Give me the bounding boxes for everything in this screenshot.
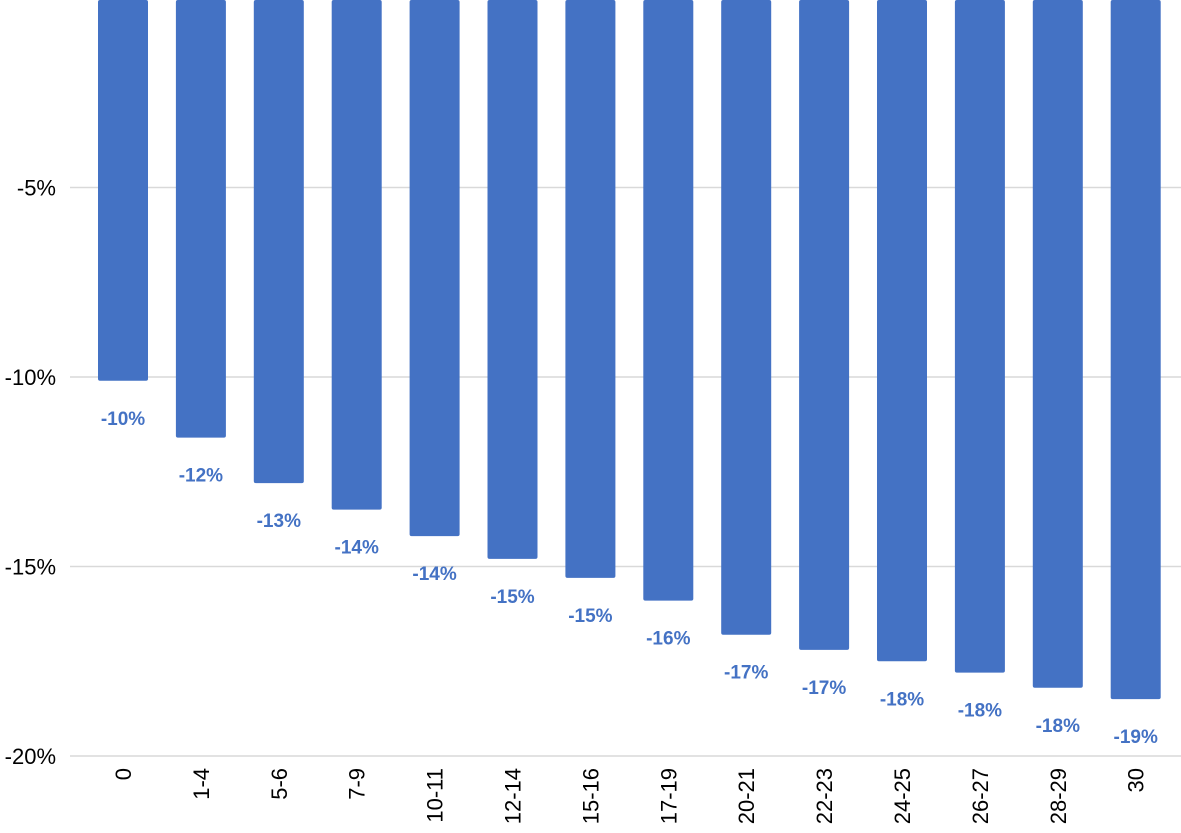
x-category-label: 5-6: [267, 768, 292, 800]
bar: [954, 0, 1005, 673]
bar: [565, 0, 616, 578]
bar: [799, 0, 850, 650]
x-category-label: 17-19: [656, 768, 681, 824]
x-category-label: 12-14: [501, 768, 526, 824]
gridlines: [70, 186, 1181, 757]
bar: [643, 0, 694, 601]
bar: [877, 0, 927, 662]
bar: [98, 0, 148, 381]
data-label: -17%: [724, 663, 768, 684]
data-label: -18%: [880, 689, 924, 710]
bar: [721, 0, 772, 635]
data-label: -12%: [179, 466, 223, 487]
data-label: -15%: [568, 606, 612, 627]
data-label: -14%: [335, 538, 379, 559]
bar: [1110, 0, 1161, 700]
x-category-label: 24-25: [890, 768, 915, 824]
bar: [409, 0, 460, 537]
data-label: -18%: [958, 701, 1002, 722]
x-category-label: 10-11: [423, 768, 448, 823]
y-axis-tick-labels: -5% -10% -15% -20%: [5, 176, 56, 770]
data-label: -10%: [101, 409, 145, 430]
y-tick-label: -10%: [5, 365, 56, 390]
bar: [487, 0, 538, 559]
x-category-label: 22-23: [812, 768, 837, 824]
data-label: -18%: [1036, 716, 1080, 737]
data-label: -15%: [490, 587, 534, 608]
x-category-label: 20-21: [734, 768, 759, 824]
x-category-label: 0: [111, 768, 136, 780]
x-category-label: 26-27: [968, 768, 993, 824]
x-category-label: 1-4: [189, 768, 214, 800]
data-labels: -10% -12% -13% -14% -14% -15% -15% -16% -17% -17%…: [101, 409, 1158, 748]
x-category-label: 15-16: [578, 768, 603, 824]
x-category-label: 28-29: [1046, 768, 1071, 824]
bars: [98, 0, 1161, 700]
bar: [253, 0, 304, 484]
bar: [175, 0, 226, 438]
x-axis-category-labels: 0 1-4 5-6 7-9 10-11 12-14 15-16 17-19 20-21 22-23…: [111, 768, 1149, 824]
y-tick-label: -20%: [5, 744, 56, 769]
bar: [1032, 0, 1083, 688]
bar: [331, 0, 382, 510]
y-tick-label: -15%: [5, 555, 56, 580]
data-label: -17%: [802, 678, 846, 699]
data-label: -19%: [1114, 727, 1158, 748]
x-category-label: 30: [1124, 768, 1149, 792]
data-label: -13%: [257, 511, 301, 532]
data-label: -14%: [412, 564, 456, 585]
y-tick-label: -5%: [17, 176, 56, 201]
x-category-label: 7-9: [345, 768, 370, 800]
data-label: -16%: [646, 629, 690, 650]
